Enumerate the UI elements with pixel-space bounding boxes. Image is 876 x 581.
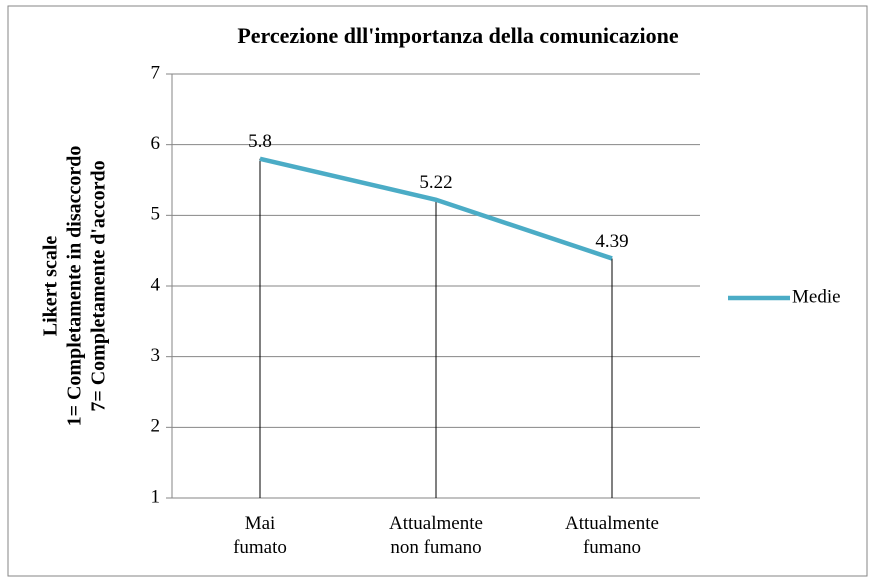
- y-axis-label: 1= Completamente in disaccordo: [64, 146, 86, 427]
- x-tick-label: Attualmente fumano: [565, 513, 659, 558]
- x-tick-label: Mai fumato: [233, 513, 287, 558]
- data-label: 5.8: [248, 131, 272, 152]
- y-tick-label: 5: [151, 204, 161, 225]
- legend-label: Medie: [792, 286, 841, 307]
- y-tick-label: 6: [151, 133, 161, 154]
- data-label: 4.39: [595, 231, 628, 252]
- x-tick-label-box: Attualmente fumano: [565, 513, 659, 558]
- data-label: 5.22: [419, 172, 452, 193]
- x-tick-label-box: Attualmente non fumano: [389, 513, 483, 558]
- line: [259, 156, 613, 261]
- y-tick-label: 1: [151, 486, 161, 507]
- x-tick-label-box: Mai fumato: [233, 513, 287, 558]
- x-tick-label: Attualmente non fumano: [389, 513, 483, 558]
- y-tick-label: 2: [151, 416, 161, 437]
- y-tick-label: 7: [151, 62, 161, 83]
- chart-title: Percezione dll'importanza della comunica…: [237, 23, 679, 48]
- chart-border: [7, 5, 868, 577]
- y-tick-label: 3: [151, 345, 161, 366]
- y-axis-label: Likert scale: [40, 236, 62, 337]
- y-tick-label: 4: [151, 274, 161, 295]
- y-axis-label: 7= Completamente d'accordo: [88, 160, 110, 411]
